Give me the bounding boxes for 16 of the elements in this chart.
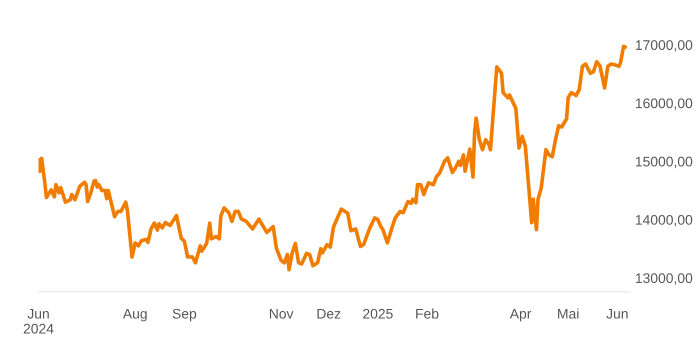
x-tick-label: Mai [558,308,578,319]
y-tick-label: 16000,00 [636,98,692,110]
x-tick-label: Apr [510,308,532,322]
y-tick-label: 13000,00 [636,273,692,285]
x-tick-label: Jun [606,308,628,319]
y-tick-label: 15000,00 [636,156,692,168]
x-tick-label: 2025 [363,308,393,319]
line-series [38,44,628,272]
x-tick-label: Jun 2024 [24,308,54,334]
x-tick-label: Dez [317,308,340,319]
x-tick-label: Nov [270,308,294,319]
x-tick-label: Sep [172,308,196,322]
y-tick-label: 14000,00 [636,214,692,226]
y-tick-label: 17000,00 [636,40,692,52]
x-tick-label: Aug [122,308,147,322]
x-tick-label: Feb [416,308,438,319]
